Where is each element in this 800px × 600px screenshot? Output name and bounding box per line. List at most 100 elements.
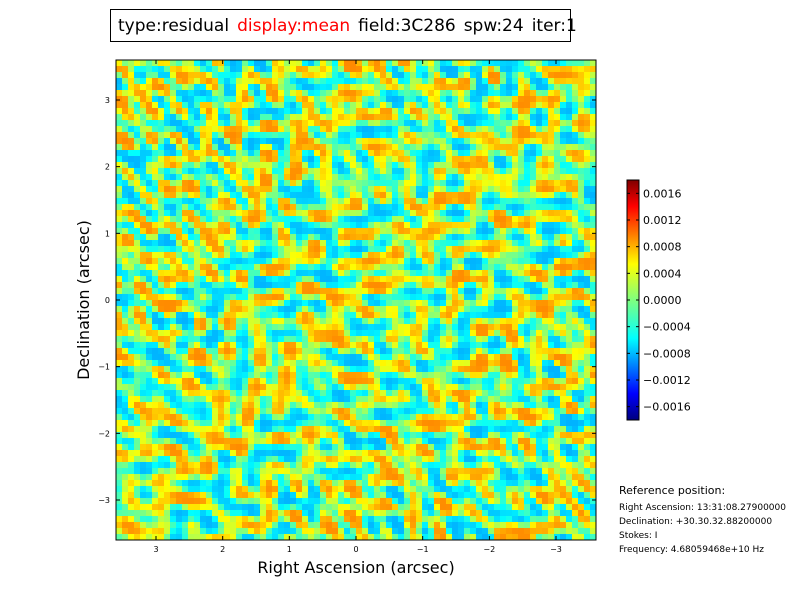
image-pixel xyxy=(212,384,219,391)
image-pixel xyxy=(182,210,189,217)
image-pixel xyxy=(314,414,321,421)
image-pixel xyxy=(218,336,225,343)
image-pixel xyxy=(380,318,387,325)
image-pixel xyxy=(554,174,561,181)
image-pixel xyxy=(524,378,531,385)
image-pixel xyxy=(506,180,513,187)
image-pixel xyxy=(302,120,309,127)
image-pixel xyxy=(368,162,375,169)
image-pixel xyxy=(446,270,453,277)
image-pixel xyxy=(452,414,459,421)
image-pixel xyxy=(344,210,351,217)
image-pixel xyxy=(230,78,237,85)
image-pixel xyxy=(434,294,441,301)
image-pixel xyxy=(344,60,351,67)
image-pixel xyxy=(164,96,171,103)
image-pixel xyxy=(584,84,591,91)
image-pixel xyxy=(332,372,339,379)
image-pixel xyxy=(554,240,561,247)
image-pixel xyxy=(176,210,183,217)
image-pixel xyxy=(260,420,267,427)
image-pixel xyxy=(548,156,555,163)
image-pixel xyxy=(176,390,183,397)
image-pixel xyxy=(254,258,261,265)
image-pixel xyxy=(320,150,327,157)
image-pixel xyxy=(356,90,363,97)
image-pixel xyxy=(290,402,297,409)
image-pixel xyxy=(152,126,159,133)
image-pixel xyxy=(140,162,147,169)
image-pixel xyxy=(290,186,297,193)
image-pixel xyxy=(422,96,429,103)
image-pixel xyxy=(176,366,183,373)
image-pixel xyxy=(128,264,135,271)
image-pixel xyxy=(242,168,249,175)
image-pixel xyxy=(446,408,453,415)
image-pixel xyxy=(368,222,375,229)
image-pixel xyxy=(320,102,327,109)
image-pixel xyxy=(494,312,501,319)
image-pixel xyxy=(164,306,171,313)
image-pixel xyxy=(308,90,315,97)
image-pixel xyxy=(374,324,381,331)
image-pixel xyxy=(236,132,243,139)
image-pixel xyxy=(134,270,141,277)
image-pixel xyxy=(302,204,309,211)
image-pixel xyxy=(386,270,393,277)
image-pixel xyxy=(410,78,417,85)
image-pixel xyxy=(188,432,195,439)
image-pixel xyxy=(164,336,171,343)
image-pixel xyxy=(542,192,549,199)
image-pixel xyxy=(548,360,555,367)
image-pixel xyxy=(356,318,363,325)
image-pixel xyxy=(398,288,405,295)
image-pixel xyxy=(386,426,393,433)
image-pixel xyxy=(440,336,447,343)
image-pixel xyxy=(134,414,141,421)
image-pixel xyxy=(290,252,297,259)
image-pixel xyxy=(212,216,219,223)
image-pixel xyxy=(188,84,195,91)
image-pixel xyxy=(470,156,477,163)
image-pixel xyxy=(188,372,195,379)
image-pixel xyxy=(560,186,567,193)
image-pixel xyxy=(410,72,417,79)
image-pixel xyxy=(326,294,333,301)
image-pixel xyxy=(134,252,141,259)
image-pixel xyxy=(458,174,465,181)
image-pixel xyxy=(464,354,471,361)
image-pixel xyxy=(176,222,183,229)
image-pixel xyxy=(164,330,171,337)
image-pixel xyxy=(278,402,285,409)
image-pixel xyxy=(224,426,231,433)
image-pixel xyxy=(362,192,369,199)
image-pixel xyxy=(476,294,483,301)
image-pixel xyxy=(230,114,237,121)
image-pixel xyxy=(164,354,171,361)
image-pixel xyxy=(290,378,297,385)
image-pixel xyxy=(398,384,405,391)
image-pixel xyxy=(182,138,189,145)
image-pixel xyxy=(470,114,477,121)
image-pixel xyxy=(218,210,225,217)
image-pixel xyxy=(338,168,345,175)
image-pixel xyxy=(296,270,303,277)
image-pixel xyxy=(152,414,159,421)
image-pixel xyxy=(332,198,339,205)
image-pixel xyxy=(350,420,357,427)
image-pixel xyxy=(494,264,501,271)
image-pixel xyxy=(410,96,417,103)
image-pixel xyxy=(374,72,381,79)
image-pixel xyxy=(404,420,411,427)
image-pixel xyxy=(590,192,596,199)
image-pixel xyxy=(206,324,213,331)
image-pixel xyxy=(356,312,363,319)
image-pixel xyxy=(272,276,279,283)
image-pixel xyxy=(158,372,165,379)
image-pixel xyxy=(338,78,345,85)
image-pixel xyxy=(236,276,243,283)
image-pixel xyxy=(488,366,495,373)
image-pixel xyxy=(542,324,549,331)
image-pixel xyxy=(500,96,507,103)
image-pixel xyxy=(236,240,243,247)
